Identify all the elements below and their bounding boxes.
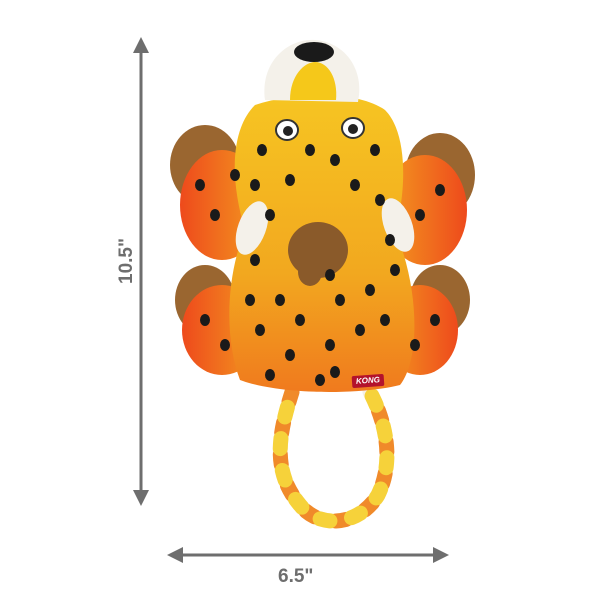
spot <box>370 144 380 156</box>
spot <box>285 174 295 186</box>
spot <box>230 169 240 181</box>
spot <box>350 179 360 191</box>
spot <box>365 284 375 296</box>
spot <box>195 179 205 191</box>
cheetah-spots <box>195 144 445 386</box>
spot <box>285 349 295 361</box>
spot <box>275 294 285 306</box>
spot <box>330 154 340 166</box>
spot <box>265 369 275 381</box>
spot <box>325 269 335 281</box>
spot <box>295 314 305 326</box>
rope-loop <box>272 384 395 529</box>
spot <box>315 374 325 386</box>
spot <box>305 144 315 156</box>
fur-tuft <box>288 222 348 286</box>
spot <box>355 324 365 336</box>
spot <box>255 324 265 336</box>
height-dimension-arrow <box>133 37 149 506</box>
spot <box>335 294 345 306</box>
width-dimension-arrow <box>167 547 449 563</box>
spot <box>250 179 260 191</box>
spot <box>220 339 230 351</box>
spot <box>380 314 390 326</box>
spot <box>375 194 385 206</box>
spot <box>200 314 210 326</box>
spot <box>410 339 420 351</box>
toy-eyes <box>275 117 365 141</box>
brand-tag: KONG <box>351 373 385 389</box>
spot <box>430 314 440 326</box>
spot <box>250 254 260 266</box>
spot <box>415 209 425 221</box>
spot <box>435 184 445 196</box>
width-label: 6.5" <box>278 566 314 587</box>
spot <box>257 144 267 156</box>
height-label: 10.5" <box>116 238 137 284</box>
spot <box>265 209 275 221</box>
spot <box>325 339 335 351</box>
spot <box>390 264 400 276</box>
spot <box>210 209 220 221</box>
spot <box>245 294 255 306</box>
spot <box>330 366 340 378</box>
spot <box>385 234 395 246</box>
toy-head-top <box>264 39 360 102</box>
